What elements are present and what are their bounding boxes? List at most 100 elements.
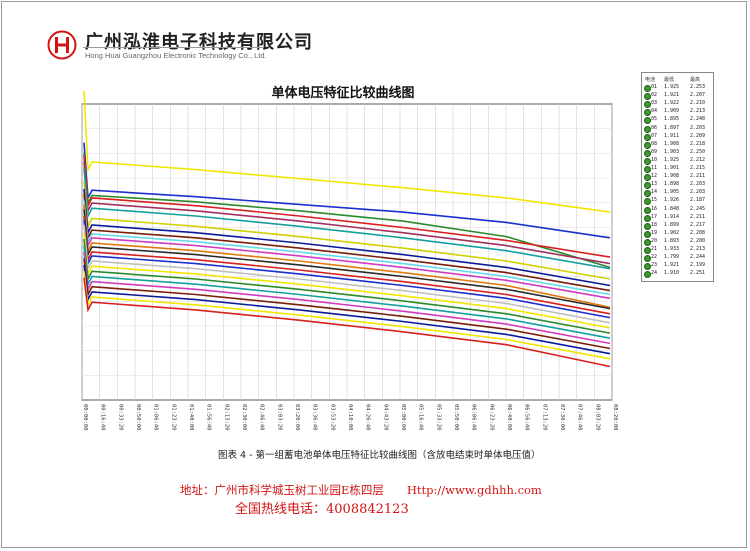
status-dot-icon	[644, 206, 651, 214]
legend-cell-min: 1.903	[664, 148, 680, 155]
series-line-5	[83, 161, 611, 265]
series-line-11	[83, 206, 611, 300]
legend-cell-max: 2.244	[690, 254, 706, 261]
legend-cell-max: 2.211	[690, 213, 706, 220]
legend-cell-max: 2.248	[690, 116, 706, 123]
legend-cell-min: 1.926	[664, 197, 680, 204]
legend-cell-id: 02	[651, 92, 658, 99]
status-dot-icon	[644, 101, 651, 109]
x-tick-label: 05:50:00	[453, 404, 459, 431]
status-dot-icon	[644, 263, 651, 271]
legend-cell-min: 1.908	[664, 173, 680, 180]
x-tick-label: 07:13:20	[541, 404, 547, 431]
legend-cell-id: 18	[651, 221, 658, 228]
legend-cell-max: 2.215	[690, 165, 706, 171]
legend-header-min: 最低	[664, 77, 675, 83]
x-tick-label: 05:33:20	[435, 404, 441, 431]
x-tick-label: 04:26:40	[365, 404, 371, 431]
legend-cell-id: 19	[651, 229, 658, 236]
legend-cell-min: 1.895	[664, 116, 680, 123]
legend-cell-id: 21	[651, 246, 658, 252]
legend-cell-min: 1.909	[664, 108, 680, 115]
x-tick-label: 04:10:00	[347, 404, 353, 431]
legend-cell-max: 2.203	[690, 189, 706, 196]
series-line-16	[83, 224, 611, 324]
legend-cell-max: 2.203	[690, 181, 706, 188]
legend-cell-id: 07	[651, 132, 658, 139]
legend-cell-max: 2.245	[690, 205, 706, 212]
legend-cell-id: 16	[651, 205, 658, 212]
header-rule	[83, 47, 263, 48]
x-tick-label: 01:23:20	[170, 404, 176, 431]
x-tick-label: 01:06:40	[153, 404, 159, 431]
legend-cell-max: 2.251	[690, 270, 706, 277]
status-dot-icon	[644, 109, 651, 117]
legend-cell-min: 1.899	[664, 221, 680, 228]
series-line-6	[83, 168, 611, 270]
legend-cell-id: 09	[651, 148, 658, 155]
status-dot-icon	[644, 190, 651, 198]
series-line-1	[83, 91, 611, 213]
series-line-15	[83, 219, 611, 319]
legend-cell-min: 1.921	[664, 262, 680, 269]
legend-cell-min: 1.910	[664, 270, 680, 277]
x-tick-label: 02:30:00	[241, 404, 247, 431]
x-tick-label: 04:43:20	[382, 404, 388, 431]
legend-cell-max: 2.218	[690, 140, 706, 147]
x-tick-label: 05:16:40	[418, 404, 424, 431]
legend-cell-max: 2.210	[690, 100, 706, 107]
legend-cell-max: 2.253	[690, 84, 706, 90]
legend-cell-max: 2.213	[690, 108, 706, 115]
status-dot-icon	[644, 271, 651, 279]
status-dot-icon	[644, 93, 651, 101]
legend-cell-min: 1.901	[664, 165, 680, 171]
x-tick-label: 03:36:40	[312, 404, 318, 431]
legend-cell-id: 15	[651, 197, 658, 204]
legend-cell-max: 2.209	[690, 132, 706, 139]
series-line-24	[83, 277, 611, 368]
legend-cell-id: 20	[651, 237, 658, 244]
company-logo	[47, 30, 77, 60]
status-dot-icon	[644, 117, 651, 125]
x-tick-labels: 00:00:00 00:16:40 00:33:20 00:50:00 01:06:40…	[82, 404, 618, 431]
x-tick-label: 02:46:40	[259, 404, 265, 431]
series-line-2	[83, 142, 611, 239]
status-dot-icon	[644, 174, 651, 182]
x-tick-label: 07:46:40	[577, 404, 583, 431]
legend-cell-max: 2.200	[690, 237, 706, 244]
legend-cell-id: 01	[651, 84, 658, 90]
status-dot-icon	[644, 125, 651, 133]
footer-hotline: 全国热线电话：4008842123	[235, 502, 409, 517]
series-line-20	[83, 251, 611, 345]
legend-cell-min: 1.921	[664, 92, 680, 99]
legend-cell-min: 1.848	[664, 205, 680, 212]
legend-cell-id: 12	[651, 173, 658, 180]
legend-cell-id: 17	[651, 213, 658, 220]
status-dot-icon	[644, 149, 651, 157]
status-dot-icon	[644, 198, 651, 206]
series-line-17	[83, 232, 611, 329]
x-tick-label: 00:16:40	[100, 404, 106, 431]
legend-cell-max: 2.212	[690, 156, 706, 163]
legend-cell-max: 2.211	[690, 173, 706, 180]
series-line-7	[83, 181, 611, 280]
x-tick-label: 03:53:20	[329, 404, 335, 431]
status-dot-icon	[644, 157, 651, 165]
legend-cell-max: 2.217	[690, 221, 706, 228]
legend-cell-min: 1.898	[664, 181, 680, 188]
x-tick-label: 01:40:00	[188, 404, 194, 431]
footer-address: 地址：广州市科学城玉树工业园E栋四层 Http://www.gdhhh.com	[180, 483, 542, 497]
status-dot-icon	[644, 222, 651, 230]
status-dot-icon	[644, 166, 651, 173]
status-dot-icon	[644, 238, 651, 246]
series-line-23	[83, 271, 611, 360]
x-tick-label: 01:56:40	[206, 404, 212, 431]
figure-caption: 图表 4 - 第一组蓄电池单体电压特征比较曲线图（含放电结束时单体电压值）	[218, 450, 541, 461]
legend-cell-id: 03	[651, 100, 658, 107]
legend-cell-min: 1.902	[664, 229, 680, 236]
legend-cell-min: 1.933	[664, 246, 680, 252]
legend-header-max: 最高	[690, 77, 701, 83]
legend-cell-id: 08	[651, 140, 658, 147]
